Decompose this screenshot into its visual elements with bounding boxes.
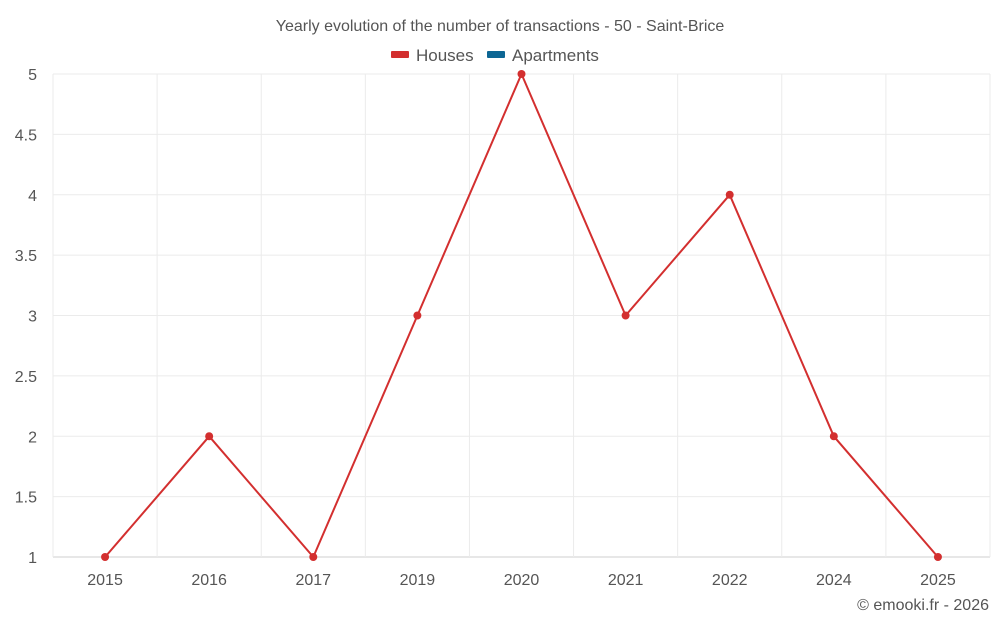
x-tick-label: 2017: [295, 572, 331, 589]
x-tick-label: 2019: [400, 572, 436, 589]
credit: © emooki.fr - 2026: [857, 597, 989, 614]
legend-swatch-houses: [391, 51, 409, 58]
x-tick-label: 2015: [87, 572, 123, 589]
legend: Houses Apartments: [391, 46, 599, 65]
x-tick-label: 2020: [504, 572, 540, 589]
y-tick-label: 4: [28, 188, 37, 205]
legend-label-houses: Houses: [416, 46, 474, 65]
series-layer: [101, 70, 942, 561]
data-point-houses[interactable]: [725, 190, 734, 199]
data-point-houses[interactable]: [933, 553, 942, 561]
data-point-houses[interactable]: [309, 553, 318, 561]
y-tick-label: 5: [28, 67, 37, 84]
x-tick-label: 2025: [920, 572, 956, 589]
y-tick-label: 4.5: [15, 127, 37, 144]
data-point-houses[interactable]: [413, 311, 422, 320]
x-tick-label: 2016: [191, 572, 227, 589]
chart-title: Yearly evolution of the number of transa…: [276, 18, 725, 35]
y-tick-label: 2: [28, 429, 37, 446]
y-tick-label: 2.5: [15, 369, 37, 386]
x-tick-label: 2024: [816, 572, 852, 589]
data-point-houses[interactable]: [101, 553, 110, 561]
data-point-houses[interactable]: [829, 432, 838, 441]
y-axis: 1 1.5 2 2.5 3 3.5 4 4.5 5: [15, 67, 37, 567]
x-axis: 2015 2016 2017 2019 2020 2021 2022 2024 2025: [87, 572, 956, 589]
grid: [52, 73, 991, 558]
data-point-houses[interactable]: [205, 432, 214, 441]
x-tick-label: 2021: [608, 572, 644, 589]
legend-item-apartments[interactable]: Apartments: [487, 46, 599, 65]
y-tick-label: 1: [28, 550, 37, 567]
y-tick-label: 1.5: [15, 490, 37, 507]
data-point-houses[interactable]: [517, 70, 526, 78]
y-tick-label: 3.5: [15, 248, 37, 265]
legend-label-apartments: Apartments: [512, 46, 599, 65]
y-tick-label: 3: [28, 309, 37, 326]
legend-item-houses[interactable]: Houses: [391, 46, 474, 65]
data-point-houses[interactable]: [621, 311, 630, 320]
x-tick-label: 2022: [712, 572, 748, 589]
legend-swatch-apartments: [487, 51, 505, 58]
